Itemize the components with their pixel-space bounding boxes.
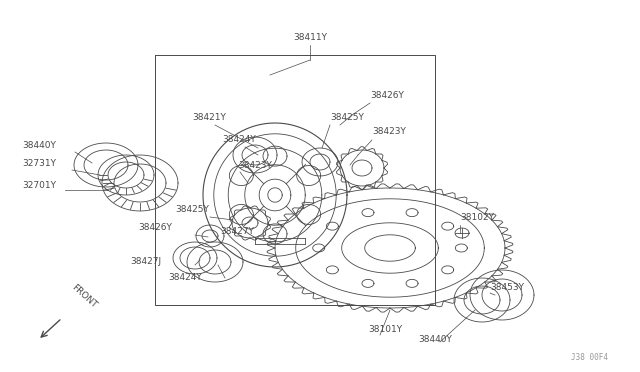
- Text: 38440Y: 38440Y: [418, 336, 452, 344]
- Text: 38425Y: 38425Y: [175, 205, 209, 215]
- Text: 38426Y: 38426Y: [370, 90, 404, 99]
- Text: 38453Y: 38453Y: [490, 283, 524, 292]
- Text: 38421Y: 38421Y: [192, 113, 226, 122]
- Text: 38427J: 38427J: [130, 257, 161, 266]
- Text: 38101Y: 38101Y: [368, 326, 402, 334]
- Text: 38423Y: 38423Y: [372, 128, 406, 137]
- Text: 38423Y: 38423Y: [238, 160, 272, 170]
- Text: 38425Y: 38425Y: [330, 113, 364, 122]
- Text: J38 00F4: J38 00F4: [571, 353, 608, 362]
- Text: 38424Y: 38424Y: [168, 273, 202, 282]
- Text: 32731Y: 32731Y: [22, 158, 56, 167]
- Text: 38424Y: 38424Y: [222, 135, 256, 144]
- Text: 38426Y: 38426Y: [138, 224, 172, 232]
- Text: 38440Y: 38440Y: [22, 141, 56, 150]
- Text: 38102Y: 38102Y: [460, 214, 494, 222]
- Text: 38427Y: 38427Y: [220, 228, 254, 237]
- Text: FRONT: FRONT: [70, 283, 99, 310]
- Text: 38411Y: 38411Y: [293, 33, 327, 42]
- Text: 32701Y: 32701Y: [22, 180, 56, 189]
